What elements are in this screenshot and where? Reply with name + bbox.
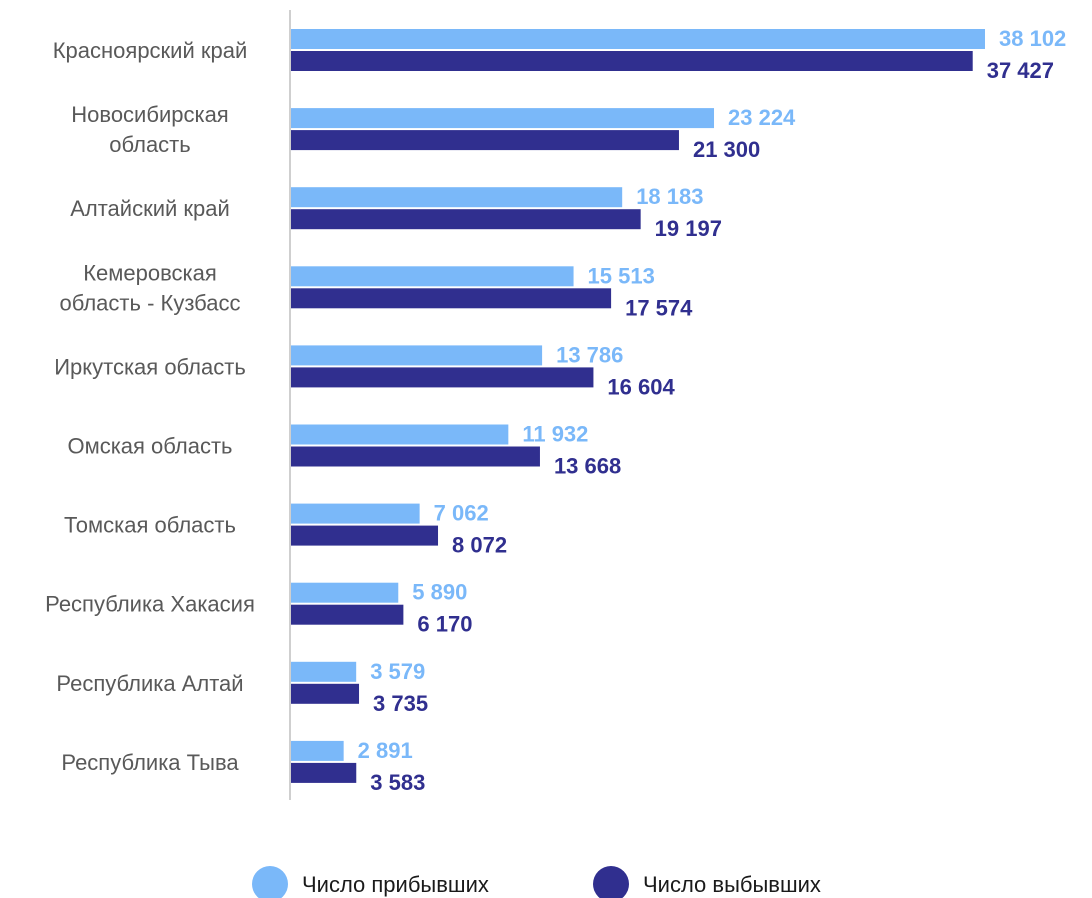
value-label-departed: 37 427 — [987, 58, 1054, 83]
value-label-arrived: 2 891 — [358, 738, 413, 763]
bar-arrived — [291, 29, 985, 49]
bar-departed — [291, 51, 973, 71]
legend-label-departed: Число выбывших — [643, 872, 821, 897]
legend-marker-departed — [593, 866, 629, 898]
value-label-departed: 17 574 — [625, 295, 693, 320]
category-label: Алтайский край — [70, 196, 230, 221]
category-label: Республика Алтай — [56, 671, 243, 696]
bar-departed — [291, 525, 439, 546]
value-label-departed: 19 197 — [655, 216, 722, 241]
bar-departed — [291, 288, 612, 309]
value-label-departed: 8 072 — [452, 533, 507, 558]
bar-departed — [291, 209, 641, 230]
value-label-departed: 3 583 — [370, 770, 425, 795]
legend: Число прибывших Число выбывших — [252, 866, 821, 898]
category-label: Кемеровская область - Кузбасс — [60, 260, 241, 315]
category-label: Иркутская область — [54, 354, 246, 379]
bar-arrived — [291, 108, 715, 129]
bar-arrived — [291, 266, 574, 287]
legend-label-arrived: Число прибывших — [302, 872, 489, 897]
category-label: Новосибирская область — [71, 102, 228, 157]
category-label: Омская область — [67, 434, 232, 459]
value-label-departed: 16 604 — [607, 374, 675, 399]
value-label-arrived: 23 224 — [728, 105, 796, 130]
value-label-departed: 13 668 — [554, 454, 621, 479]
category-label: Красноярский край — [53, 38, 248, 63]
value-label-arrived: 13 786 — [556, 342, 623, 367]
value-label-departed: 6 170 — [417, 612, 472, 637]
plot-area: Красноярский край 38 102 37 427 Новосибирск… — [45, 26, 1066, 795]
value-label-arrived: 38 102 — [999, 26, 1066, 51]
bar-departed — [291, 604, 404, 625]
bar-departed — [291, 446, 540, 467]
bar-departed — [291, 130, 679, 151]
bar-arrived — [291, 424, 509, 445]
value-label-departed: 3 735 — [373, 691, 428, 716]
bar-arrived — [291, 503, 420, 524]
bar-arrived — [291, 345, 543, 366]
value-label-departed: 21 300 — [693, 137, 760, 162]
bar-departed — [291, 762, 357, 783]
value-label-arrived: 7 062 — [434, 501, 489, 526]
category-label: Томская область — [64, 513, 236, 538]
category-label: Республика Тыва — [61, 750, 239, 775]
bar-arrived — [291, 582, 399, 603]
bar-arrived — [291, 187, 623, 208]
bar-departed — [291, 367, 594, 388]
value-label-arrived: 18 183 — [636, 184, 703, 209]
value-label-arrived: 3 579 — [370, 659, 425, 684]
legend-marker-arrived — [252, 866, 288, 898]
bar-arrived — [291, 740, 344, 761]
bar-departed — [291, 683, 360, 704]
category-label: Республика Хакасия — [45, 592, 255, 617]
bar-arrived — [291, 661, 357, 682]
value-label-arrived: 11 932 — [522, 422, 588, 447]
value-label-arrived: 15 513 — [588, 263, 655, 288]
value-label-arrived: 5 890 — [412, 580, 467, 605]
